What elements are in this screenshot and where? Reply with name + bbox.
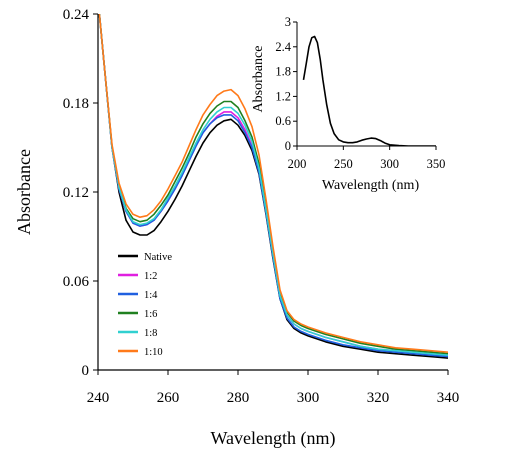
inset-y-tick-label: 1.2	[275, 89, 291, 103]
series-line-native	[98, 14, 448, 359]
x-tick-label: 300	[297, 390, 320, 406]
inset-x-tick-label: 350	[427, 157, 446, 171]
x-tick-label: 340	[437, 390, 460, 406]
y-tick-label: 0.12	[63, 185, 89, 201]
legend-label: 1:4	[144, 290, 158, 301]
inset-y-tick-label: 0	[285, 139, 291, 153]
legend-label: 1:2	[144, 271, 157, 282]
x-tick-label: 240	[87, 390, 110, 406]
inset-y-tick-label: 3	[285, 15, 291, 29]
y-tick-label: 0.06	[63, 274, 90, 290]
y-tick-label: 0	[82, 363, 90, 379]
legend-label: 1:10	[144, 347, 163, 358]
inset-y-axis-title: Absorbance	[251, 46, 266, 113]
x-tick-label: 280	[227, 390, 250, 406]
inset-x-tick-label: 300	[380, 157, 399, 171]
inset-y-tick-label: 0.6	[275, 114, 291, 128]
y-axis-title: Absorbance	[14, 149, 34, 235]
inset-x-tick-label: 250	[334, 157, 353, 171]
series-line-1-10	[98, 14, 448, 353]
series-line-1-6	[98, 14, 448, 355]
y-tick-label: 0.24	[63, 7, 90, 23]
inset-plot-area: 200 250 300 350 0 0.6 1.2 1.8 2.4 3 Wavelength (nm…	[251, 15, 445, 193]
legend-label: 1:6	[144, 309, 157, 320]
legend-label: Native	[144, 252, 172, 263]
inset-y-tick-label: 2.4	[275, 40, 291, 54]
x-tick-label: 320	[367, 390, 390, 406]
inset-x-axis-title: Wavelength (nm)	[322, 178, 420, 193]
series-line-1-4	[98, 14, 448, 358]
inset-y-tick-label: 1.8	[275, 65, 291, 79]
inset-x-tick-label: 200	[288, 157, 307, 171]
inset-series-line	[302, 35, 436, 146]
main-plot-area: 240 260 280 300 320 340 0 0.06 0.12 0.18 0.24 Wavel…	[14, 7, 460, 449]
legend-label: 1:8	[144, 328, 157, 339]
x-tick-label: 260	[157, 390, 180, 406]
series-line-1-8	[98, 14, 448, 356]
x-axis-title: Wavelength (nm)	[210, 428, 335, 449]
y-tick-label: 0.18	[63, 96, 89, 112]
